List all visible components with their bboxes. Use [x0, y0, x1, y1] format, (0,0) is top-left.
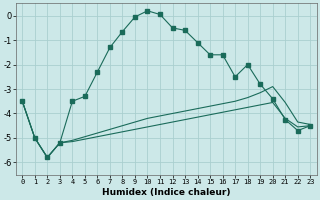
X-axis label: Humidex (Indice chaleur): Humidex (Indice chaleur)	[102, 188, 230, 197]
